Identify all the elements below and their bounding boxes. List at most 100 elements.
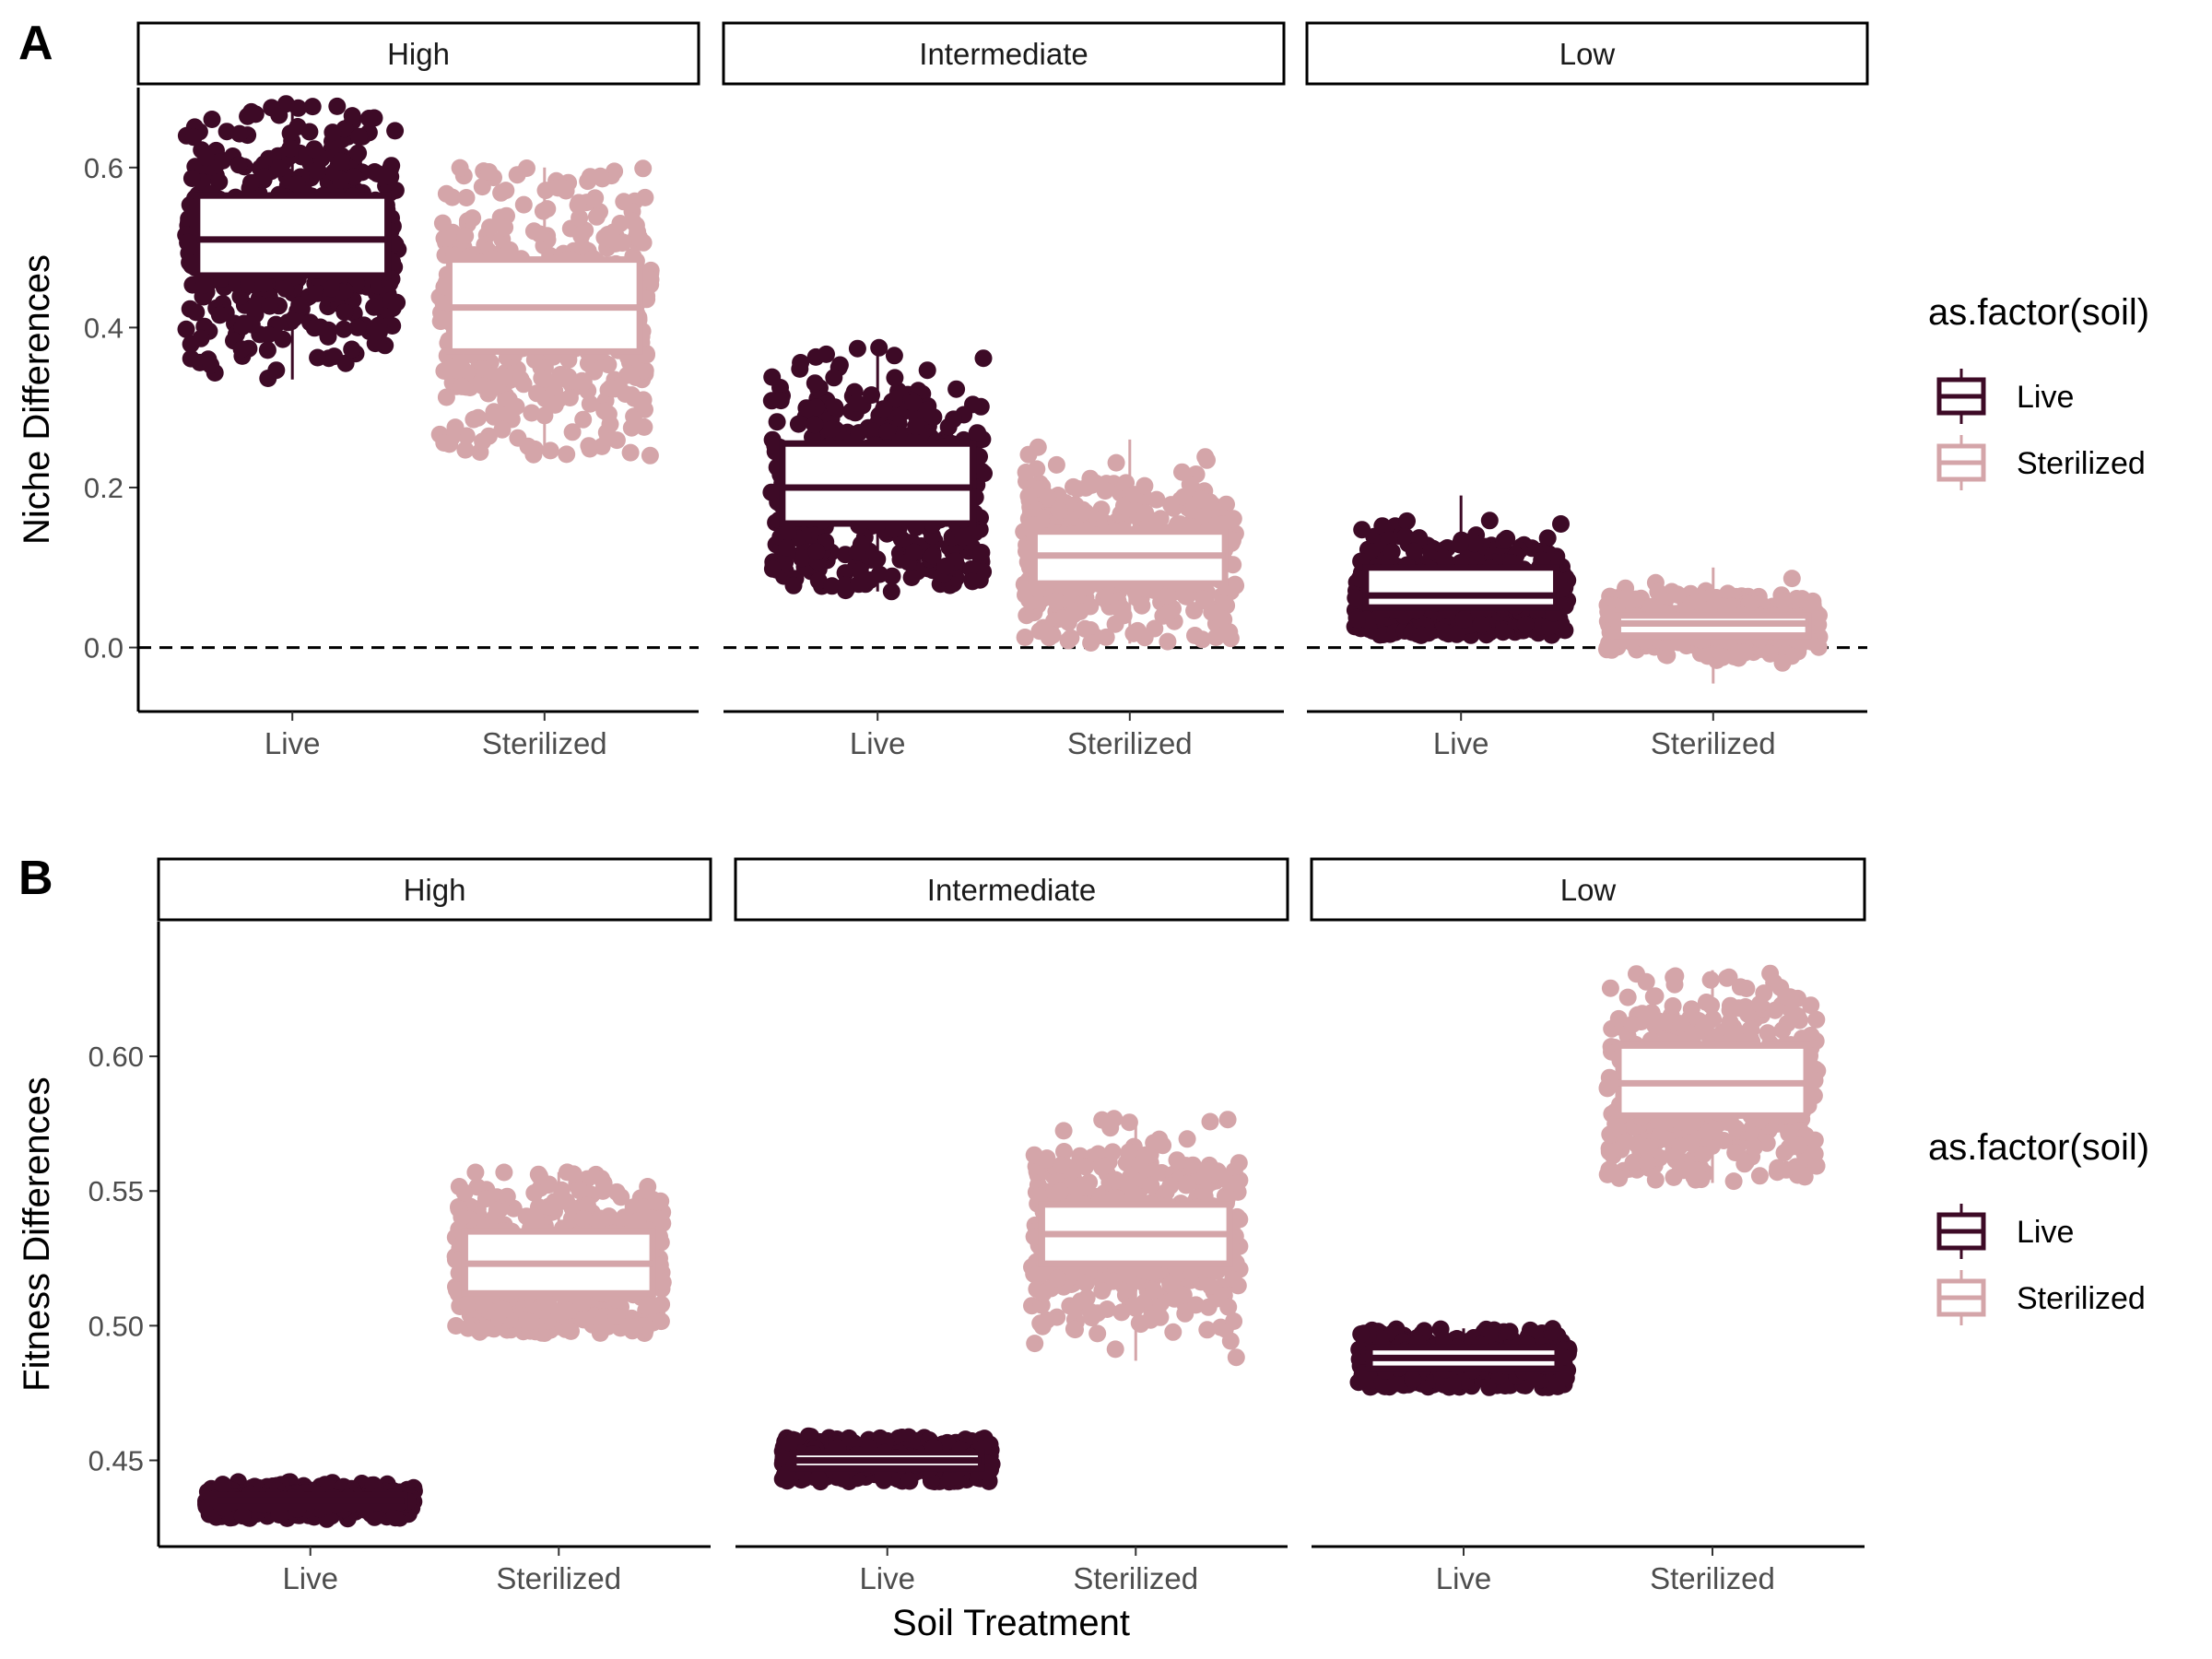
- data-point: [652, 1312, 670, 1331]
- data-point: [1159, 586, 1177, 605]
- x-tick-label: Sterilized: [1067, 726, 1193, 760]
- data-point: [437, 184, 455, 203]
- data-point: [771, 392, 790, 410]
- box: [194, 192, 392, 279]
- data-point: [1218, 1111, 1237, 1129]
- data-point: [886, 369, 904, 387]
- legend-title: as.factor(soil): [1928, 292, 2149, 333]
- data-point: [564, 1165, 582, 1183]
- x-tick-label: Live: [859, 1561, 915, 1595]
- data-point: [904, 394, 923, 412]
- data-point: [466, 1163, 485, 1182]
- data-point: [1412, 626, 1430, 644]
- panel-letter: A: [18, 17, 53, 70]
- data-point: [848, 543, 866, 561]
- data-point: [1405, 542, 1423, 560]
- data-point: [558, 445, 576, 464]
- data-point: [1039, 488, 1057, 506]
- data-point: [335, 303, 354, 322]
- data-point: [818, 345, 835, 363]
- data-point: [500, 406, 517, 424]
- data-point: [1066, 1321, 1084, 1339]
- data-point: [524, 222, 543, 241]
- data-point: [850, 575, 868, 594]
- data-point: [1120, 1113, 1138, 1132]
- facet-strip: [136, 21, 700, 86]
- data-point: [488, 1201, 506, 1219]
- data-point: [968, 424, 986, 442]
- data-point: [182, 349, 200, 368]
- data-point: [947, 380, 966, 398]
- data-point: [281, 139, 300, 158]
- data-point: [581, 168, 599, 186]
- data-point: [345, 168, 363, 186]
- data-point: [482, 380, 500, 398]
- data-point: [1353, 521, 1371, 539]
- data-point: [325, 347, 344, 366]
- data-point: [905, 543, 924, 561]
- data-point: [806, 374, 824, 393]
- data-point: [203, 111, 221, 128]
- data-point: [885, 347, 903, 365]
- data-point: [312, 318, 330, 336]
- data-point: [323, 279, 341, 298]
- data-point: [1791, 590, 1808, 608]
- facet-strip-label: High: [404, 873, 466, 907]
- data-point: [574, 373, 593, 392]
- data-point: [807, 543, 826, 560]
- data-point: [850, 424, 868, 442]
- data-point: [535, 370, 554, 388]
- data-point: [350, 127, 369, 146]
- data-point: [1050, 501, 1068, 520]
- group-sterilized: Sterilized: [1598, 567, 1829, 760]
- facet-strip-label: Low: [1559, 37, 1616, 71]
- data-point: [902, 569, 921, 586]
- data-point: [907, 417, 925, 435]
- data-point: [274, 330, 292, 348]
- data-point: [443, 359, 461, 377]
- data-point: [348, 318, 367, 336]
- data-point: [822, 420, 841, 438]
- data-point: [1516, 616, 1535, 634]
- data-point: [474, 432, 492, 451]
- box: [779, 440, 977, 527]
- data-point: [524, 445, 543, 464]
- data-point: [1773, 653, 1792, 672]
- facet-strip-label: Intermediate: [927, 873, 1096, 907]
- data-point: [241, 173, 260, 192]
- data-point: [524, 1207, 542, 1226]
- data-point: [497, 182, 515, 200]
- data-point: [560, 389, 579, 406]
- data-point: [194, 276, 213, 294]
- data-point: [599, 429, 618, 447]
- data-point: [528, 384, 546, 403]
- data-point: [382, 168, 400, 186]
- data-point: [523, 404, 541, 422]
- data-point: [1160, 603, 1178, 621]
- data-point: [514, 375, 533, 394]
- data-point: [1451, 535, 1469, 554]
- data-point: [559, 1301, 577, 1320]
- data-point: [607, 1308, 626, 1325]
- data-point: [581, 394, 599, 413]
- data-point: [447, 1317, 465, 1335]
- legend-label: Sterilized: [2017, 446, 2146, 481]
- data-point: [1713, 648, 1732, 666]
- data-point: [435, 434, 453, 452]
- data-point: [868, 550, 887, 569]
- data-point: [918, 361, 936, 380]
- data-point: [954, 528, 972, 547]
- data-point: [1347, 589, 1365, 607]
- data-point: [653, 1273, 672, 1291]
- data-point: [936, 558, 955, 575]
- y-tick-label: 0.55: [88, 1175, 144, 1207]
- data-point: [1347, 610, 1366, 629]
- data-point: [1047, 455, 1065, 474]
- legend-entry: Sterilized: [1936, 435, 2146, 490]
- data-point: [305, 140, 324, 159]
- data-point: [826, 398, 844, 417]
- data-point: [963, 572, 982, 591]
